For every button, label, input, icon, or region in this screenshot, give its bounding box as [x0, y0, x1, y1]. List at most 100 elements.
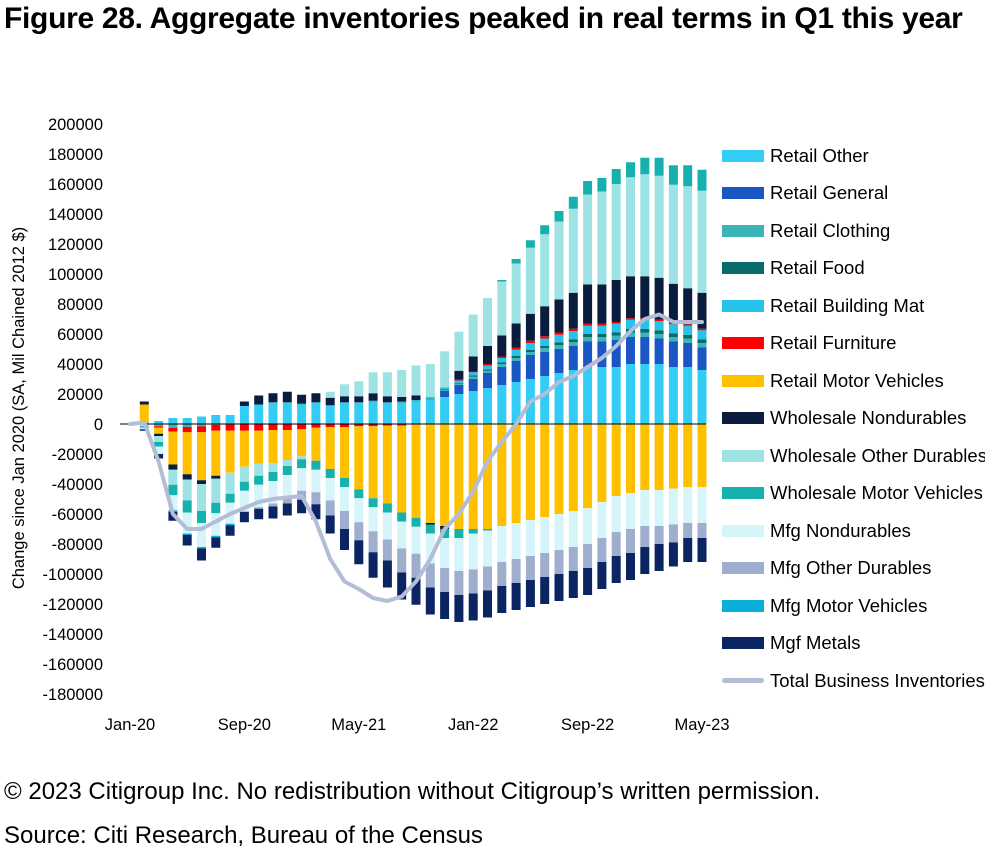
bar-segment — [583, 284, 593, 324]
bar-segment — [382, 560, 392, 588]
bar-segment — [683, 487, 693, 523]
bar-segment — [268, 463, 278, 472]
bar-segment — [297, 468, 307, 491]
bar-segment — [640, 547, 650, 574]
bar-segment — [239, 430, 249, 467]
bar-segment — [454, 529, 464, 538]
bar-segment — [397, 512, 407, 522]
bar-segment — [583, 181, 593, 195]
legend-item: Mfg Motor Vehicles — [722, 587, 985, 625]
bar-segment — [254, 463, 264, 476]
bar-segment — [311, 403, 321, 424]
bar-segment — [640, 332, 650, 337]
bar-segment — [211, 537, 221, 548]
bar-segment — [554, 550, 564, 574]
bar-segment — [697, 292, 707, 329]
bar-segment — [325, 405, 335, 406]
x-tick-label: Jan-20 — [105, 716, 155, 734]
bar-segment — [554, 211, 564, 222]
bar-segment — [626, 319, 635, 329]
bar-segment — [540, 225, 550, 235]
legend-color-swatch — [722, 599, 764, 612]
bar-segment — [654, 277, 664, 320]
bar-segment — [225, 430, 235, 473]
bar-segment — [597, 341, 607, 367]
bar-segment — [440, 389, 450, 391]
bar-segment — [382, 372, 392, 397]
bar-segment — [382, 539, 392, 561]
bar-segment — [697, 343, 707, 348]
legend-label: Wholesale Other Durables — [770, 444, 985, 466]
bar-segment — [497, 356, 507, 358]
bar-segment — [182, 418, 192, 424]
chart-bars — [139, 157, 707, 622]
bar-segment — [568, 328, 578, 331]
bar-segment — [611, 332, 621, 336]
bar-segment — [340, 402, 349, 403]
y-tick-label: -120000 — [42, 596, 103, 614]
bar-segment — [668, 337, 678, 342]
bar-segment — [540, 338, 550, 346]
bar-segment — [511, 355, 521, 358]
bar-segment — [626, 529, 635, 553]
bar-segment — [382, 425, 392, 504]
legend-item: Wholesale Motor Vehicles — [722, 475, 985, 513]
bar-segment — [268, 424, 278, 430]
bar-segment — [354, 402, 364, 403]
bar-segment — [525, 355, 535, 379]
bar-segment — [411, 517, 421, 527]
bar-segment — [654, 526, 664, 544]
bar-segment — [568, 424, 578, 511]
bar-segment — [525, 313, 535, 341]
bar-segment — [282, 497, 292, 504]
source-note: Source: Citi Research, Bureau of the Cen… — [4, 822, 483, 849]
bar-segment — [397, 424, 407, 426]
bar-segment — [454, 382, 464, 384]
bar-segment — [154, 446, 164, 454]
bar-segment — [411, 526, 421, 554]
bar-segment — [340, 487, 349, 511]
bar-segment — [683, 165, 693, 187]
bar-segment — [454, 571, 464, 595]
bar-segment — [668, 333, 678, 337]
bar-segment — [197, 432, 206, 481]
legend-color-swatch — [722, 299, 764, 312]
bar-segment — [282, 402, 292, 403]
bar-segment — [525, 240, 535, 248]
bar-segment — [583, 424, 593, 508]
bar-segment — [525, 424, 535, 520]
bar-segment — [611, 367, 621, 424]
bar-segment — [568, 511, 578, 547]
bar-segment — [540, 517, 550, 553]
bar-segment — [525, 520, 535, 556]
legend-color-swatch — [722, 562, 764, 575]
bar-segment — [483, 424, 492, 529]
bar-segment — [297, 394, 307, 404]
bar-segment — [239, 424, 249, 431]
bar-segment — [225, 415, 235, 424]
y-tick-label: -100000 — [42, 566, 103, 584]
bar-segment — [654, 338, 664, 364]
y-tick-label: 100000 — [48, 266, 103, 284]
bar-segment — [626, 424, 635, 493]
bar-segment — [697, 424, 707, 487]
bar-segment — [397, 548, 407, 573]
bar-segment — [340, 529, 349, 550]
bar-segment — [268, 430, 278, 463]
bar-segment — [683, 334, 693, 339]
bar-segment — [340, 424, 349, 427]
bar-segment — [597, 334, 607, 337]
bar-segment — [325, 406, 335, 424]
bar-segment — [697, 190, 707, 293]
bar-segment — [468, 379, 478, 391]
bar-segment — [697, 347, 707, 370]
bar-segment — [597, 323, 607, 326]
bar-segment — [325, 469, 335, 478]
bar-segment — [568, 196, 578, 209]
legend-item: Mfg Nondurables — [722, 512, 985, 550]
bar-segment — [540, 306, 550, 337]
bar-segment — [597, 337, 607, 342]
bar-segment — [654, 490, 664, 526]
bar-segment — [597, 178, 607, 192]
bar-segment — [282, 391, 292, 403]
